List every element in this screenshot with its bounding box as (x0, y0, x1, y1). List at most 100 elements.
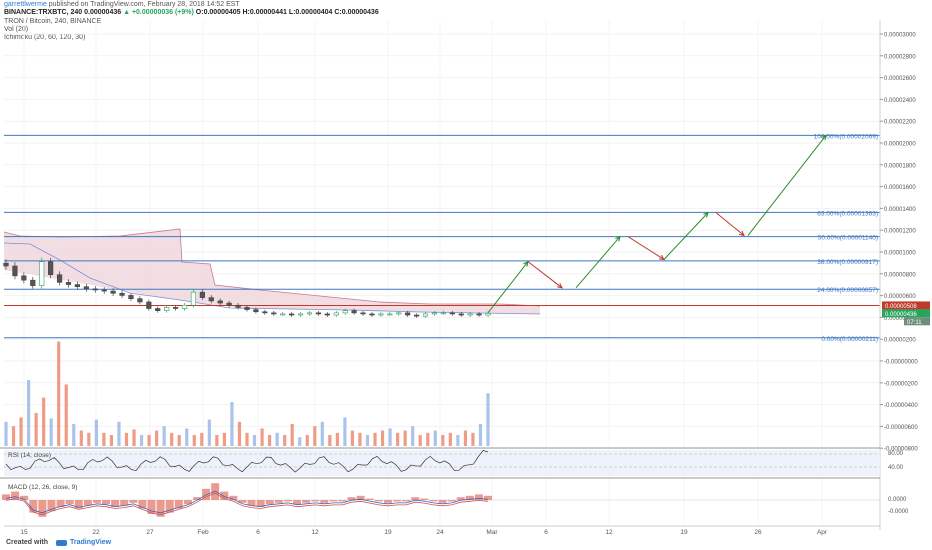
macd-histogram-bar (74, 500, 83, 509)
x-tick-label: 19 (680, 529, 688, 536)
quote-ohlc: O:0.00000405 H:0.00000441 L:0.00000404 C… (195, 9, 379, 16)
candle (306, 312, 313, 315)
fib-label: 24.00%(0.00000657) (817, 287, 878, 294)
macd-histogram-bar (411, 497, 420, 500)
volume-bar (170, 432, 174, 446)
projection-arrow (487, 261, 529, 314)
projection-arrow (527, 261, 563, 289)
price-tick-label: 0.00000200 (884, 338, 916, 344)
series-title: TRON / Bitcoin, 240, BINANCE (4, 18, 102, 25)
volume-bar (373, 432, 377, 446)
arrow-head (739, 230, 745, 237)
candle (208, 297, 214, 302)
candle (351, 310, 357, 314)
macd-histogram-bar (456, 497, 465, 500)
candle (172, 307, 179, 309)
price-tick-label: 0.00000400 (884, 316, 916, 322)
volume-bar (26, 380, 31, 446)
macd-histogram-bar (265, 500, 274, 505)
fib-label: 38.00%(0.00000917) (817, 259, 878, 266)
volume-bar (57, 341, 61, 446)
macd-histogram-bar (293, 500, 302, 505)
macd-histogram-bar (111, 500, 120, 507)
volume-bar (162, 426, 166, 446)
macd-histogram-bar (338, 500, 347, 502)
macd-histogram-bar (274, 500, 283, 503)
price-chart[interactable]: 100.00%(0.00002069) 63.00%(0.00001363) 50.… (0, 0, 932, 536)
price-tick-label: -0.00000400 (884, 403, 918, 409)
volume-bar (426, 432, 430, 446)
candle (413, 314, 420, 317)
volume-bar (87, 432, 91, 446)
volume-bar (94, 419, 98, 446)
current-time-label: 07:11 (907, 320, 922, 326)
macd-histogram-bar (256, 500, 265, 507)
price-tick-label: 0.00000600 (884, 294, 916, 300)
quote-last: 0.00000436 (84, 9, 122, 16)
volume-bar (350, 430, 355, 446)
candle (449, 312, 455, 315)
volume-bar (411, 426, 415, 446)
x-tick-label: 22 (92, 529, 100, 536)
macd-tick: 0.0000 (888, 497, 907, 503)
price-axis[interactable]: 0.00003000 0.00002800 0.00002600 0.00002400… (879, 20, 930, 530)
price-tick-label: 0.00001800 (884, 163, 916, 169)
macd-label: MACD (12, 26, close, 9) (8, 484, 77, 491)
candle (422, 313, 429, 317)
macd-histogram-bar (56, 500, 65, 507)
author-link[interactable]: garrettlwerme (4, 1, 47, 8)
x-tick-label: 24 (436, 529, 444, 536)
candle (360, 312, 366, 315)
time-axis[interactable]: 15 22 27 Feb 6 12 19 24 Mar 6 12 19 26 Apr (4, 525, 880, 536)
macd-histogram-bar (174, 500, 183, 509)
candle (48, 261, 54, 276)
macd-histogram-bar (156, 500, 165, 517)
macd-histogram-bar (438, 500, 447, 503)
arrow-head (821, 134, 827, 141)
tradingview-logo-icon[interactable] (56, 540, 67, 546)
price-tick-label: 0.00001200 (884, 229, 916, 235)
macd-histogram-bar (20, 495, 29, 500)
volume-bar (448, 432, 452, 446)
fibonacci-levels: 100.00%(0.00002069) 63.00%(0.00001363) 50.… (4, 133, 880, 343)
projection-arrow (715, 212, 745, 236)
fib-label: 63.00%(0.00001363) (817, 210, 878, 217)
volume-bar (358, 432, 362, 446)
volume-bar (418, 435, 422, 446)
volume-bar (283, 435, 287, 446)
candle (440, 312, 446, 315)
volume-bar (11, 426, 16, 446)
candle (467, 313, 473, 316)
volume-bar (328, 435, 332, 446)
red-level-badge (882, 301, 930, 310)
price-tick-label: -0.00000200 (884, 381, 918, 387)
created-with-label: Created with (6, 539, 49, 546)
volume-bar (132, 429, 136, 446)
macd-histogram-bar (38, 500, 47, 517)
indicator-panes: RSI (14, close) 80.00 40.00 MACD (12, 26, c… (0, 447, 909, 517)
candle (458, 313, 464, 316)
volume-bar (380, 430, 385, 446)
volume-bar (388, 428, 392, 446)
price-tick-label: 0.00001400 (884, 207, 916, 213)
volume-bar (49, 418, 53, 446)
price-tick-label: 0.00000800 (884, 272, 916, 278)
volume-bar (478, 424, 483, 446)
volume-bar (79, 430, 83, 446)
candle (324, 313, 330, 316)
projection-arrow (575, 236, 621, 289)
cloud-area (4, 229, 540, 314)
candle (253, 309, 259, 313)
quote-symbol: BINANCE:TRXBTC, 240 (4, 9, 83, 16)
macd-histogram-bar (138, 500, 147, 509)
volume-bar (192, 435, 196, 446)
fib-label: 50.00%(0.00001140) (818, 235, 878, 242)
tradingview-brand[interactable]: TradingView (70, 539, 112, 546)
x-tick-label: 6 (256, 529, 260, 536)
volume-bar (42, 397, 46, 446)
x-tick-label: 12 (605, 529, 613, 536)
volume-bar (298, 437, 302, 446)
volume-bar (185, 428, 189, 446)
volume-bar (64, 384, 68, 446)
candle (396, 312, 402, 315)
